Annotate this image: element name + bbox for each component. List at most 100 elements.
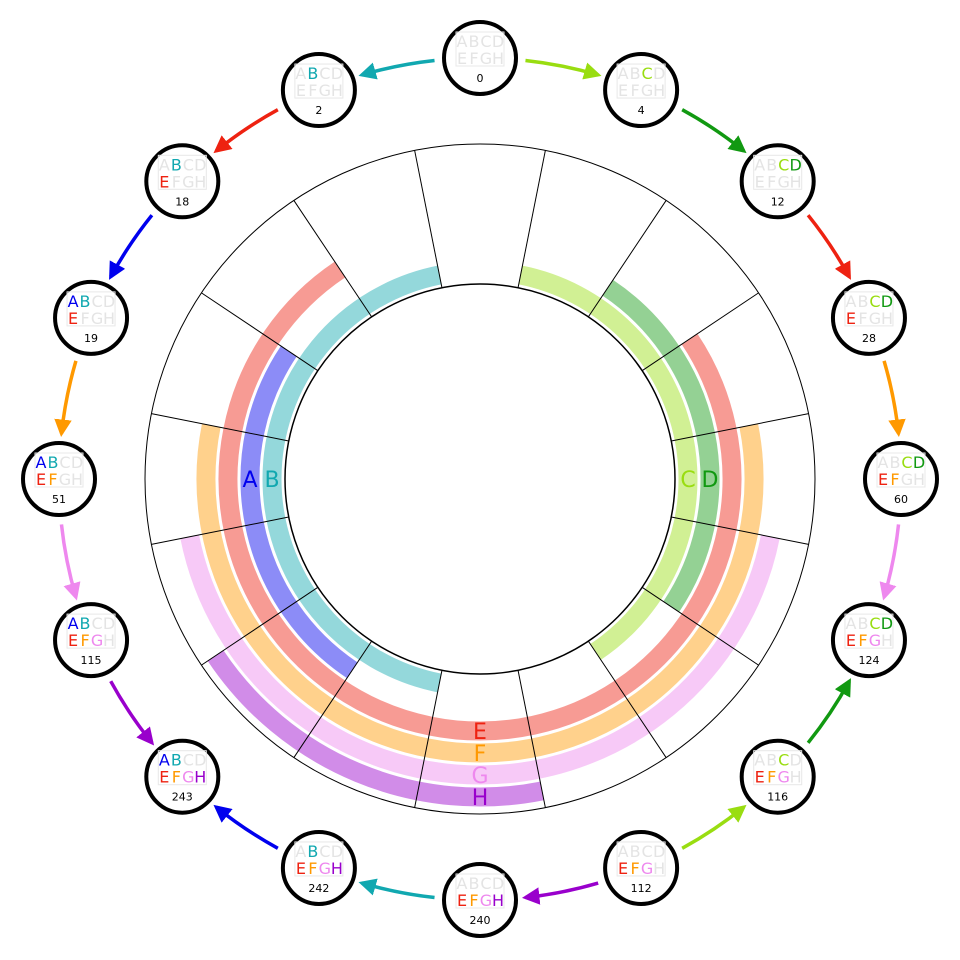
arrow-112-to-116 — [681, 804, 747, 850]
bit-bands — [180, 261, 780, 807]
bit-letter-F: F — [469, 891, 478, 910]
letter-grid-box — [157, 154, 207, 190]
node-value: 112 — [631, 882, 652, 895]
bit-letter-G: G — [869, 309, 881, 328]
arrow-0-to-4 — [525, 58, 602, 80]
bit-letter-C: C — [642, 842, 653, 861]
bit-letter-D: D — [103, 292, 115, 311]
bit-letter-H: H — [71, 470, 83, 489]
bit-letter-B: B — [890, 453, 901, 472]
sector-divider — [587, 640, 667, 758]
transition-arrows — [54, 58, 906, 905]
bit-letter-D: D — [103, 614, 115, 633]
bit-letter-G: G — [182, 768, 194, 787]
bit-letter-G: G — [480, 891, 492, 910]
arrow-19-to-51 — [54, 360, 78, 438]
node-value: 18 — [175, 195, 189, 208]
bit-letter-D: D — [331, 64, 343, 83]
bit-letter-B: B — [766, 155, 777, 174]
bit-letter-H: H — [103, 631, 115, 650]
bit-letter-F: F — [858, 309, 867, 328]
ring-label-G: G — [471, 764, 488, 789]
sector-divider — [414, 150, 443, 288]
letter-grid-box — [844, 291, 894, 327]
bit-letter-B: B — [80, 614, 91, 633]
bit-letter-C: C — [480, 32, 491, 51]
bit-letter-F: F — [767, 768, 776, 787]
bit-letter-E: E — [159, 768, 169, 787]
bit-letter-H: H — [492, 49, 504, 68]
bit-letter-E: E — [68, 309, 78, 328]
bit-letter-G: G — [319, 859, 331, 878]
bit-letter-D: D — [881, 614, 893, 633]
bit-letter-H: H — [103, 309, 115, 328]
bit-letter-G: G — [319, 81, 331, 100]
bit-letter-B: B — [171, 751, 182, 770]
node-value: 242 — [308, 882, 329, 895]
bit-letter-C: C — [91, 614, 102, 633]
sector-divider — [201, 586, 319, 666]
node-value: 240 — [470, 914, 491, 927]
letter-grid-box — [876, 452, 926, 488]
letter-grid-box — [294, 841, 344, 877]
sector-divider — [517, 150, 546, 288]
bit-letter-H: H — [790, 768, 802, 787]
ring-label-E: E — [473, 720, 487, 745]
bit-letter-E: E — [457, 49, 467, 68]
node-circle — [280, 52, 357, 129]
ring-label-F: F — [474, 742, 487, 767]
bit-letter-C: C — [642, 64, 653, 83]
bit-letter-F: F — [308, 859, 317, 878]
bit-letter-B: B — [630, 842, 641, 861]
bit-letter-G: G — [91, 631, 103, 650]
bit-letter-B: B — [48, 453, 59, 472]
state-node-0: A B C D E F G H0 — [442, 20, 518, 96]
bit-letter-C: C — [901, 453, 912, 472]
bit-letter-E: E — [159, 172, 169, 191]
node-circle — [144, 738, 221, 815]
band-B — [262, 265, 442, 693]
bit-letter-H: H — [492, 891, 504, 910]
bit-letter-F: F — [172, 768, 181, 787]
bit-letter-D: D — [492, 32, 504, 51]
bit-letter-E: E — [296, 81, 306, 100]
node-value: 0 — [477, 72, 484, 85]
ring-label-C: C — [680, 468, 695, 493]
state-node-28: A B C D E F G H 28 — [830, 279, 907, 356]
bit-letter-G: G — [641, 859, 653, 878]
bit-letter-C: C — [319, 842, 330, 861]
sector-divider — [641, 586, 759, 666]
sector-divider — [151, 516, 289, 545]
bit-letter-F: F — [858, 631, 867, 650]
bit-letter-H: H — [913, 470, 925, 489]
bit-letter-B: B — [80, 292, 91, 311]
bit-letter-D: D — [653, 842, 665, 861]
bit-letter-G: G — [901, 470, 913, 489]
arrow-116-to-124 — [806, 678, 851, 744]
node-circle — [144, 143, 221, 220]
bit-letter-B: B — [857, 292, 868, 311]
node-value: 124 — [858, 654, 879, 667]
bit-letter-G: G — [777, 768, 789, 787]
sector-ring — [144, 143, 816, 815]
node-value: 116 — [767, 791, 788, 804]
sector-divider — [201, 292, 319, 372]
node-value: 2 — [315, 104, 322, 117]
bit-letter-H: H — [881, 631, 893, 650]
bit-letter-G: G — [641, 81, 653, 100]
bit-letter-B: B — [630, 64, 641, 83]
bit-letter-H: H — [331, 859, 343, 878]
arrow-0-to-2 — [358, 58, 435, 80]
bit-letter-A: A — [295, 64, 306, 83]
state-node-60: A B C D E F G H 60 — [863, 441, 939, 517]
ring-label-A: A — [242, 468, 257, 493]
node-value: 28 — [862, 332, 876, 345]
node-circle — [280, 829, 357, 906]
bit-letter-B: B — [171, 155, 182, 174]
